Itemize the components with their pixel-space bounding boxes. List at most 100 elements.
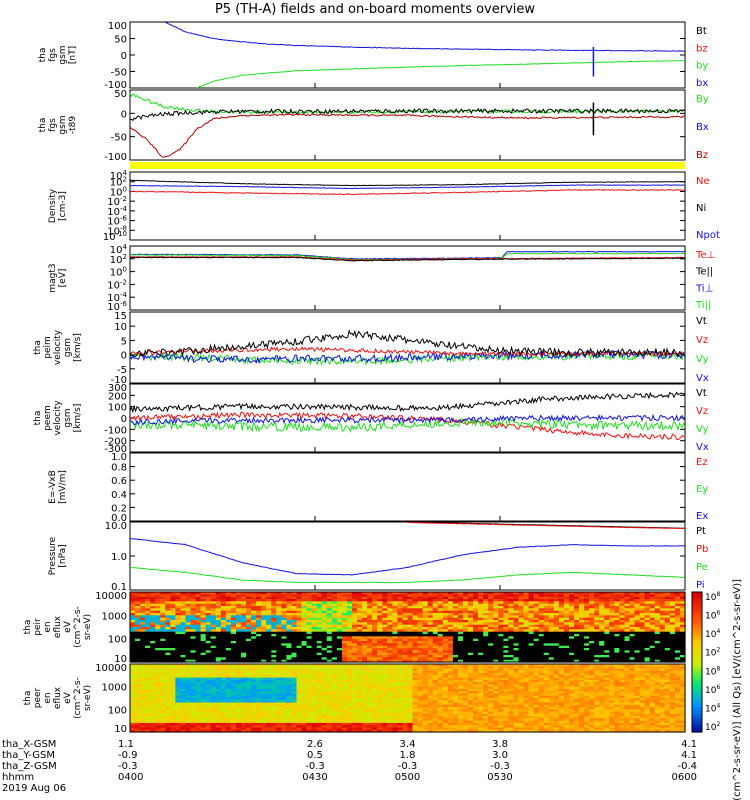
heat-cell: [230, 652, 237, 656]
heat-cell: [286, 599, 292, 602]
heat-cell: [619, 643, 625, 647]
heat-cell: [518, 615, 525, 619]
heat-cell: [644, 659, 651, 663]
heat-cell: [256, 713, 262, 717]
heat-cell: [135, 627, 141, 630]
heat-cell: [246, 686, 252, 690]
heat-cell: [503, 636, 509, 640]
heat-cell: [316, 709, 323, 713]
heat-cell: [563, 655, 570, 658]
heat-cell: [155, 698, 161, 701]
heat-cell: [367, 613, 373, 616]
heat-cell: [680, 650, 686, 654]
ytick-label: 0.0: [111, 513, 127, 524]
heat-cell: [195, 634, 202, 637]
heat-cell: [311, 613, 318, 616]
heat-cell: [493, 599, 499, 602]
heat-cell: [614, 603, 620, 607]
heat-cell: [669, 641, 676, 644]
ylabel-line: peem: [43, 405, 53, 431]
heat-cell: [478, 655, 484, 658]
heat-cell: [563, 606, 570, 609]
heat-cell: [286, 682, 292, 685]
heat-cell: [210, 624, 217, 628]
heat-cell: [326, 594, 333, 598]
heat-cell: [286, 645, 292, 649]
heat-cell: [236, 624, 242, 628]
heat-cell: [266, 704, 272, 708]
heat-cell: [488, 606, 494, 609]
heat-cell: [271, 606, 277, 609]
heat-cell: [175, 634, 181, 637]
heat-cell: [296, 622, 303, 626]
heat-cell: [523, 620, 530, 623]
heat-cell: [306, 673, 313, 676]
heat-cell: [473, 627, 479, 630]
heat-cell: [422, 603, 429, 607]
heat-cell: [241, 624, 247, 628]
heat-cell: [654, 636, 661, 640]
heat-cell: [473, 599, 479, 602]
heat-cell: [251, 592, 257, 595]
heat-cell: [306, 670, 313, 674]
heat-cell: [543, 645, 550, 649]
ylabel-line: gsm: [58, 45, 68, 64]
heat-cell: [352, 664, 358, 667]
heat-cell: [458, 624, 464, 628]
heat-cell: [140, 695, 146, 699]
heat-cell: [321, 670, 328, 674]
heat-cell: [382, 629, 388, 633]
heat-cell: [145, 727, 151, 731]
heat-cell: [155, 704, 161, 708]
heat-cell: [604, 629, 610, 633]
heat-cell: [417, 601, 424, 605]
heat-cell: [488, 629, 494, 633]
heat-cell: [452, 657, 459, 661]
heat-cell: [236, 629, 242, 633]
heat-cell: [508, 638, 514, 642]
legend-label: Vz: [696, 335, 708, 346]
heat-cell: [382, 599, 388, 602]
ytick-label: -5: [117, 365, 127, 376]
heat-cell: [225, 729, 232, 733]
heat-cell: [473, 648, 479, 651]
heat-cell: [130, 620, 136, 623]
heat-cell: [553, 608, 560, 612]
heat-cell: [357, 645, 363, 649]
heat-cell: [478, 627, 484, 630]
heat-cell: [589, 601, 595, 605]
heat-cell: [170, 704, 176, 708]
heat-cell: [205, 638, 212, 642]
heat-cell: [205, 684, 212, 688]
heat-cell: [271, 648, 277, 651]
heat-cell: [649, 634, 656, 637]
heat-cell: [644, 636, 651, 640]
heat-cell: [659, 608, 666, 612]
series-line: [130, 566, 685, 584]
heat-cell: [569, 634, 575, 637]
heat-cell: [493, 638, 499, 642]
heat-cell: [624, 627, 631, 630]
heat-cell: [246, 718, 252, 722]
heat-cell: [215, 727, 222, 731]
heat-cell: [483, 613, 489, 616]
heat-cell: [347, 686, 353, 690]
heat-cell: [225, 648, 232, 651]
heat-cell: [458, 643, 464, 647]
heat-cell: [130, 594, 136, 598]
heat-cell: [387, 627, 393, 630]
heat-cell: [316, 650, 323, 654]
ylabel-line: eflux: [53, 615, 63, 638]
heat-cell: [594, 631, 600, 635]
heat-cell: [427, 606, 434, 609]
heat-cell: [493, 592, 499, 595]
heat-cell: [493, 659, 499, 663]
heat-cell: [276, 634, 282, 637]
heat-cell: [195, 698, 202, 701]
heat-cell: [291, 631, 298, 635]
heat-cell: [130, 698, 136, 701]
heat-cell: [639, 599, 646, 602]
heat-cell: [483, 622, 489, 626]
heat-cell: [256, 677, 262, 681]
heat-cell: [508, 634, 514, 637]
